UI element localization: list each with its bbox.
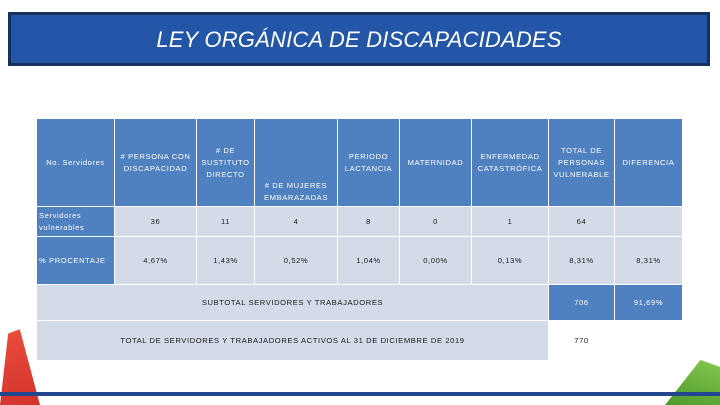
table-cell: 64 <box>548 206 615 237</box>
row-label: % PROCENTAJE <box>36 236 115 285</box>
table-row: % PROCENTAJE 4,67% 1,43% 0,52% 1,04% 0,0… <box>36 236 683 285</box>
header-total: TOTAL DE PERSONAS VULNERABLE <box>548 118 615 207</box>
header-catastrofica: ENFERMEDAD CATASTRÓFICA <box>471 118 549 207</box>
table-cell: 8 <box>337 206 400 237</box>
table-cell: 4,67% <box>114 236 197 285</box>
total-label: TOTAL DE SERVIDORES Y TRABAJADORES ACTIV… <box>36 320 549 361</box>
table-cell: 11 <box>196 206 255 237</box>
disability-table: No. Servidores # PERSONA CON DISCAPACIDA… <box>36 118 683 361</box>
header-maternidad: MATERNIDAD <box>399 118 472 207</box>
header-lactancia: PERIODO LACTANCIA <box>337 118 400 207</box>
table-cell: 0,13% <box>471 236 549 285</box>
subtotal-row: SUBTOTAL SERVIDORES Y TRABAJADORES 706 9… <box>36 284 683 321</box>
red-corner-decoration <box>0 300 40 405</box>
table-cell: 0,00% <box>399 236 472 285</box>
table-cell: 8,31% <box>614 236 683 285</box>
table-cell <box>614 206 683 237</box>
table-cell: 0 <box>399 206 472 237</box>
bottom-border-line <box>0 392 720 396</box>
subtotal-diferencia: 91,69% <box>614 284 683 321</box>
table-cell: 1,43% <box>196 236 255 285</box>
page-title: LEY ORGÁNICA DE DISCAPACIDADES <box>156 27 562 52</box>
table-row: Servidores vulnerables 36 11 4 8 0 1 64 <box>36 206 683 237</box>
table-cell: 1,04% <box>337 236 400 285</box>
header-row: No. Servidores # PERSONA CON DISCAPACIDA… <box>36 118 683 207</box>
header-mujeres-embarazadas: # DE MUJERES EMBARAZADAS <box>254 118 338 207</box>
table-cell: 1 <box>471 206 549 237</box>
header-diferencia: DIFERENCIA <box>614 118 683 207</box>
total-empty <box>614 320 683 361</box>
subtotal-label: SUBTOTAL SERVIDORES Y TRABAJADORES <box>36 284 549 321</box>
subtotal-value: 706 <box>548 284 615 321</box>
table-cell: 8,31% <box>548 236 615 285</box>
disability-table-container: No. Servidores # PERSONA CON DISCAPACIDA… <box>36 118 683 380</box>
header-servidores: No. Servidores <box>36 118 115 207</box>
table-cell: 36 <box>114 206 197 237</box>
total-row: TOTAL DE SERVIDORES Y TRABAJADORES ACTIV… <box>36 320 683 361</box>
table-cell: 4 <box>254 206 338 237</box>
total-value: 770 <box>548 320 615 361</box>
row-label: Servidores vulnerables <box>36 206 115 237</box>
header-persona-discapacidad: # PERSONA CON DISCAPACIDAD <box>114 118 197 207</box>
header-sustituto: # DE SUSTITUTO DIRECTO <box>196 118 255 207</box>
table-cell: 0,52% <box>254 236 338 285</box>
title-banner: LEY ORGÁNICA DE DISCAPACIDADES <box>8 12 710 66</box>
